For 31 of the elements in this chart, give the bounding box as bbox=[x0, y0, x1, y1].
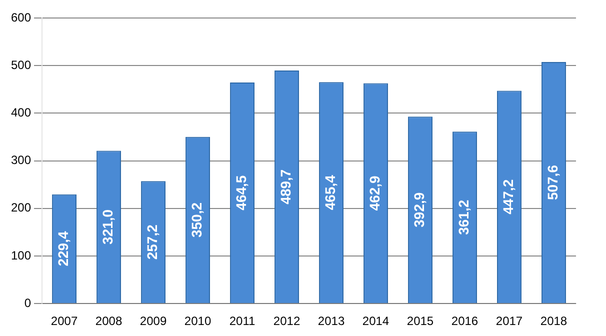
data-label: 489,7 bbox=[278, 169, 294, 204]
x-tick-label: 2011 bbox=[229, 314, 256, 328]
data-label: 229,4 bbox=[55, 231, 72, 266]
x-tick-label: 2012 bbox=[273, 314, 300, 328]
data-label: 350,2 bbox=[188, 202, 205, 238]
data-label: 465,4 bbox=[322, 174, 338, 210]
x-tick-label: 2017 bbox=[496, 314, 523, 328]
data-label: 507,6 bbox=[544, 164, 561, 200]
data-label: 321,0 bbox=[100, 209, 116, 244]
x-tick-label: 2015 bbox=[406, 314, 434, 328]
y-tick-label: 200 bbox=[10, 200, 32, 215]
y-tick-label: 500 bbox=[10, 58, 32, 72]
data-label: 257,2 bbox=[144, 224, 160, 260]
y-tick-label: 0 bbox=[24, 296, 32, 310]
data-label: 392,9 bbox=[411, 192, 428, 228]
x-tick-label: 2016 bbox=[451, 314, 478, 328]
x-tick-label: 2018 bbox=[540, 314, 568, 328]
x-tick-label: 2009 bbox=[140, 314, 167, 328]
data-label: 361,2 bbox=[456, 200, 472, 235]
x-tick-label: 2010 bbox=[184, 314, 212, 328]
x-tick-label: 2014 bbox=[362, 314, 390, 328]
data-label: 447,2 bbox=[500, 179, 516, 214]
x-tick-label: 2007 bbox=[50, 314, 78, 328]
y-tick-label: 400 bbox=[10, 106, 32, 120]
x-tick-label: 2013 bbox=[318, 314, 345, 328]
y-tick-label: 300 bbox=[10, 153, 32, 168]
data-label: 464,5 bbox=[233, 175, 250, 210]
y-tick-label: 600 bbox=[10, 10, 32, 24]
y-tick-label: 100 bbox=[10, 248, 32, 262]
x-tick-label: 2008 bbox=[95, 314, 122, 328]
data-label: 462,9 bbox=[366, 175, 383, 211]
